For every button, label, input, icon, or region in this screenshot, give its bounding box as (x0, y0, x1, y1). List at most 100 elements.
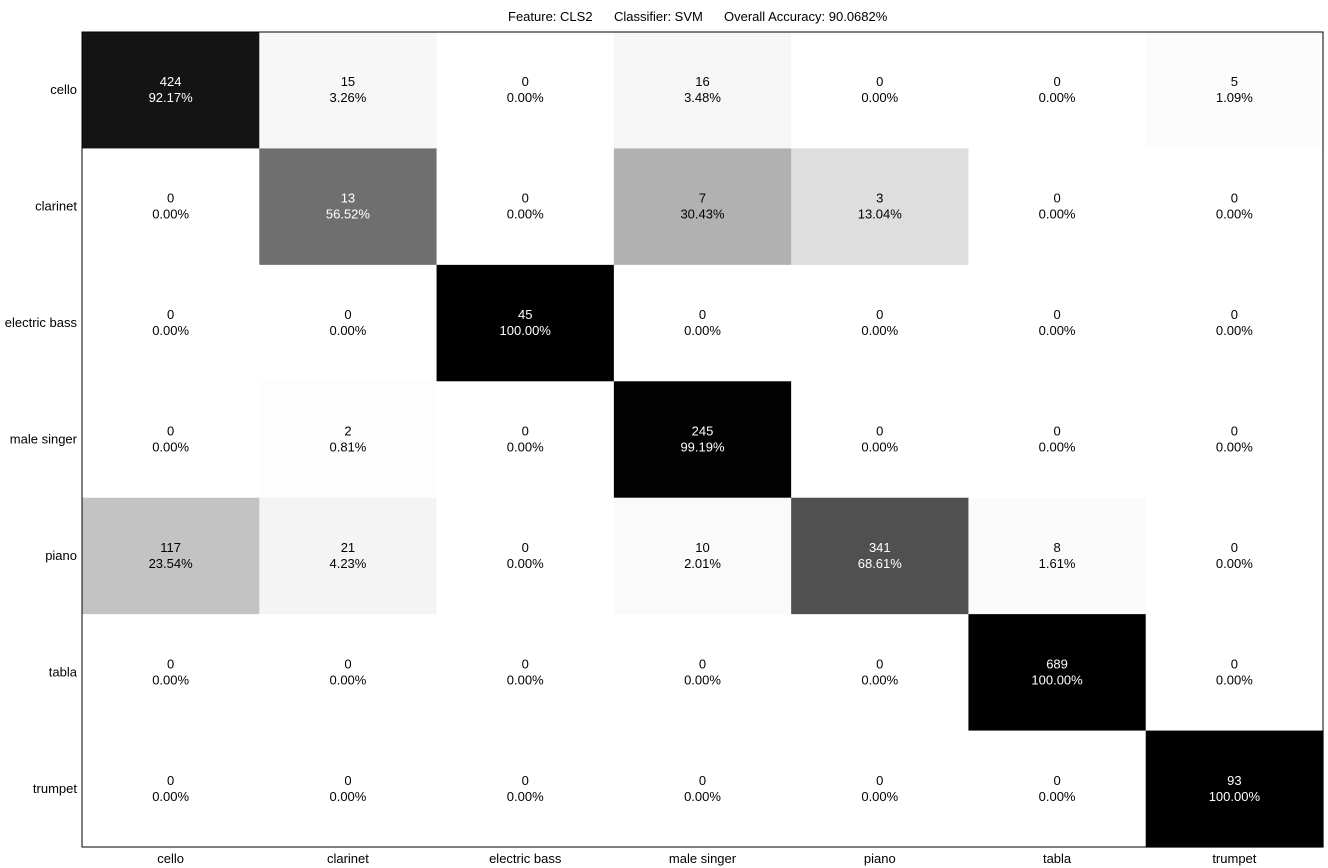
cell-percent-label: 23.54% (149, 556, 194, 571)
cell-count-label: 0 (876, 424, 883, 439)
cell-percent-label: 0.00% (507, 90, 544, 105)
cell-percent-label: 30.43% (680, 207, 725, 222)
cell-percent-label: 0.00% (1039, 207, 1076, 222)
y-tick-label: tabla (49, 664, 78, 679)
cell-percent-label: 4.23% (329, 556, 366, 571)
matrix-cell (791, 730, 970, 848)
x-tick-label: piano (864, 851, 896, 866)
cell-percent-label: 0.00% (1216, 672, 1253, 687)
cell-count-label: 0 (1231, 424, 1238, 439)
cell-count-label: 15 (341, 74, 355, 89)
matrix-cell (613, 148, 792, 266)
cell-count-label: 0 (167, 424, 174, 439)
matrix-cell (791, 381, 970, 499)
matrix-cell (1145, 148, 1324, 266)
matrix-cell (436, 148, 615, 266)
x-tick-label: tabla (1043, 851, 1072, 866)
cell-count-label: 0 (1231, 191, 1238, 206)
cell-count-label: 424 (160, 74, 182, 89)
cell-percent-label: 0.00% (152, 323, 189, 338)
matrix-cell (259, 148, 438, 266)
matrix-cell (1145, 264, 1324, 382)
plot-frame (81, 31, 1324, 848)
cell-count-label: 0 (522, 191, 529, 206)
cell-percent-label: 100.00% (1031, 672, 1083, 687)
cell-count-label: 0 (699, 307, 706, 322)
x-tick-label: cello (157, 851, 184, 866)
cell-percent-label: 0.00% (861, 672, 898, 687)
cell-count-label: 0 (522, 74, 529, 89)
matrix-cell (436, 497, 615, 615)
y-tick-labels: cello clarinet electric bass male singer pia… (5, 82, 78, 796)
cell-percent-label: 1.09% (1216, 90, 1253, 105)
matrix-cell (968, 381, 1147, 499)
cell-count-label: 689 (1046, 656, 1068, 671)
x-tick-labels: cello clarinet electric bass male singer pia… (157, 851, 1257, 866)
cell-percent-label: 100.00% (1209, 789, 1261, 804)
matrix-cell (1145, 730, 1324, 848)
matrix-cell (791, 32, 970, 150)
cell-percent-label: 0.00% (1216, 556, 1253, 571)
chart-title-feature: Feature: CLS2 (508, 9, 593, 24)
matrix-cell (259, 264, 438, 382)
cell-percent-label: 0.00% (507, 556, 544, 571)
matrix-cell (1145, 381, 1324, 499)
cell-percent-label: 0.00% (507, 440, 544, 455)
y-tick-label: male singer (10, 432, 78, 447)
matrix-cell (82, 148, 260, 266)
matrix-cell (1145, 497, 1324, 615)
cell-percent-label: 0.00% (684, 672, 721, 687)
cell-count-label: 0 (522, 540, 529, 555)
matrix-cell (82, 614, 260, 732)
y-tick-label: cello (50, 82, 77, 97)
cell-count-label: 0 (876, 656, 883, 671)
cell-count-label: 0 (876, 307, 883, 322)
cell-percent-label: 99.19% (680, 440, 725, 455)
matrix-cell (613, 497, 792, 615)
cell-count-label: 0 (1231, 656, 1238, 671)
cell-percent-label: 3.48% (684, 90, 721, 105)
chart-title-accuracy: Overall Accuracy: 90.0682% (724, 9, 888, 24)
cell-percent-label: 0.00% (1216, 440, 1253, 455)
matrix-cell (968, 497, 1147, 615)
cell-count-label: 7 (699, 191, 706, 206)
cell-count-label: 21 (341, 540, 355, 555)
matrix-cell (436, 381, 615, 499)
matrix-cell (82, 381, 260, 499)
y-tick-label: piano (45, 548, 77, 563)
matrix-cell (968, 148, 1147, 266)
cell-count-label: 0 (522, 424, 529, 439)
cell-count-label: 0 (1053, 191, 1060, 206)
matrix-cell (82, 497, 260, 615)
cell-count-label: 0 (1053, 307, 1060, 322)
cell-percent-label: 0.00% (1039, 323, 1076, 338)
matrix-cell (1145, 32, 1324, 150)
matrix-cell (259, 381, 438, 499)
cell-percent-label: 1.61% (1039, 556, 1076, 571)
cell-count-label: 45 (518, 307, 532, 322)
matrix-cells: 42492.17%153.26%00.00%163.48%00.00%00.00… (82, 32, 1324, 848)
cell-count-label: 0 (699, 773, 706, 788)
x-tick-label: male singer (669, 851, 737, 866)
cell-percent-label: 68.61% (858, 556, 903, 571)
cell-percent-label: 0.00% (507, 789, 544, 804)
cell-percent-label: 92.17% (149, 90, 194, 105)
cell-count-label: 13 (341, 191, 355, 206)
cell-percent-label: 3.26% (329, 90, 366, 105)
cell-count-label: 3 (876, 191, 883, 206)
cell-percent-label: 0.00% (861, 323, 898, 338)
cell-count-label: 0 (1231, 307, 1238, 322)
matrix-cell (613, 381, 792, 499)
x-tick-label: clarinet (327, 851, 369, 866)
cell-count-label: 93 (1227, 773, 1241, 788)
cell-percent-label: 0.00% (152, 440, 189, 455)
cell-count-label: 0 (1231, 540, 1238, 555)
cell-percent-label: 0.00% (1216, 207, 1253, 222)
cell-percent-label: 0.00% (507, 672, 544, 687)
cell-count-label: 0 (522, 773, 529, 788)
matrix-cell (968, 32, 1147, 150)
matrix-cell (791, 148, 970, 266)
matrix-cell (436, 730, 615, 848)
cell-count-label: 10 (695, 540, 709, 555)
y-tick-label: trumpet (33, 781, 77, 796)
